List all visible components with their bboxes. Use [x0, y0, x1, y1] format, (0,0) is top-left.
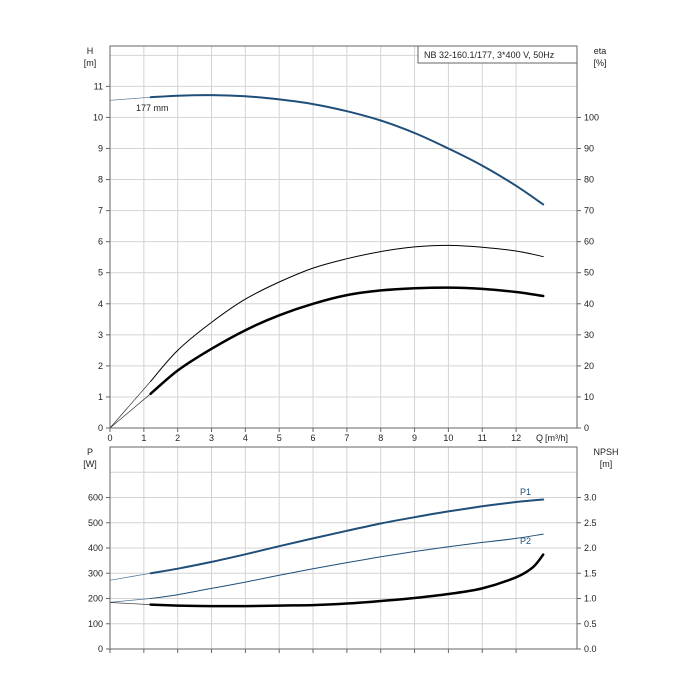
y-left-tick-label: 300 — [88, 568, 103, 578]
y-right-tick-label: 40 — [584, 299, 594, 309]
x-axis-label-q: Q — [536, 433, 543, 443]
y-left-tick-label: 1 — [98, 392, 103, 402]
top-panel-ticks: 0 1 2 3 4 5 6 7 8 9 10 11 12012345678910110102030405… — [93, 81, 599, 443]
y-left-tick-label: 11 — [94, 81, 103, 91]
y-right-tick-label: 90 — [584, 143, 594, 153]
x-tick-label: 3 — [209, 433, 214, 443]
x-tick-label: 1 — [141, 433, 146, 443]
series-head-line — [149, 94, 545, 206]
impeller-diameter-label: 177 mm — [136, 103, 169, 113]
series-head-extrapolation — [109, 96, 151, 101]
y-left-tick-label: 3 — [98, 330, 103, 340]
series-NPSH-extrapolation — [109, 602, 151, 605]
y-right-tick-label: 80 — [584, 175, 594, 185]
y-left-tick-label: 0 — [98, 644, 103, 654]
x-tick-label: 0 — [107, 433, 112, 443]
y-right-tick-label: 3.0 — [584, 493, 597, 503]
x-tick-label: 6 — [311, 433, 316, 443]
y-left-tick-label: 10 — [93, 112, 103, 122]
y-left-tick-label: 600 — [88, 493, 103, 503]
legend-text: NB 32-160.1/177, 3*400 V, 50Hz — [424, 50, 555, 60]
series-P2-extrapolation — [109, 598, 151, 603]
top-panel-grid — [110, 46, 577, 428]
top-panel-curves — [109, 94, 545, 429]
y-right-tick-label: 2.0 — [584, 543, 597, 553]
series-eta-total-extrapolation — [109, 393, 151, 429]
y-right-tick-label: 10 — [584, 392, 594, 402]
series-P2-line — [150, 533, 544, 599]
x-tick-label: 9 — [412, 433, 417, 443]
series-P1-line — [149, 498, 545, 575]
x-tick-label: 5 — [277, 433, 282, 443]
legend-box — [417, 45, 578, 64]
x-tick-label: 7 — [344, 433, 349, 443]
series-eta-unit-extrapolation — [109, 381, 151, 429]
y-right-unit-bottom: [m] — [600, 459, 613, 469]
x-tick-label: 10 — [443, 433, 453, 443]
y-right-label-bottom: NPSH — [593, 447, 618, 457]
y-right-unit-top: [%] — [593, 58, 606, 68]
x-tick-label: 4 — [243, 433, 248, 443]
y-right-tick-label: 0.0 — [584, 644, 597, 654]
y-left-unit-bottom: [W] — [83, 459, 97, 469]
y-right-label-top: eta — [594, 46, 607, 56]
bottom-panel-curves — [109, 498, 545, 608]
y-left-tick-label: 0 — [98, 423, 103, 433]
y-left-unit-top: [m] — [84, 58, 97, 68]
series-eta-total-line — [149, 286, 545, 396]
y-right-tick-label: 20 — [584, 361, 594, 371]
x-tick-label: 2 — [175, 433, 180, 443]
y-left-tick-label: 5 — [98, 268, 103, 278]
series-NPSH-line — [149, 553, 545, 608]
y-left-tick-label: 500 — [88, 518, 103, 528]
y-right-tick-label: 2.5 — [584, 518, 597, 528]
y-left-tick-label: 4 — [98, 299, 103, 309]
x-axis-label-unit: [m³/h] — [545, 433, 568, 443]
y-right-tick-label: 100 — [584, 112, 599, 122]
top-panel-frame — [109, 45, 578, 429]
y-right-tick-label: 70 — [584, 206, 594, 216]
y-left-label-top: H — [87, 46, 94, 56]
y-right-tick-label: 1.5 — [584, 568, 597, 578]
bottom-panel-grid — [110, 447, 577, 649]
bottom-panel-ticks: 0 100 200 300 400 500 600 0.0 0.5 1.0 1.5 2.0 2.5 3.0 — [88, 493, 597, 655]
y-right-tick-label: 0.5 — [584, 619, 597, 629]
y-right-tick-label: 50 — [584, 268, 594, 278]
y-left-tick-label: 7 — [98, 206, 103, 216]
x-tick-label: 12 — [511, 433, 521, 443]
y-left-tick-label: 6 — [98, 237, 103, 247]
y-left-tick-label: 100 — [88, 619, 103, 629]
y-right-tick-label: 1.0 — [584, 594, 597, 604]
y-left-tick-label: 2 — [98, 361, 103, 371]
y-left-tick-label: 200 — [88, 594, 103, 604]
y-left-tick-label: 9 — [98, 143, 103, 153]
x-tick-label: 8 — [378, 433, 383, 443]
x-tick-label: 11 — [478, 433, 487, 443]
series-label-p1: P1 — [520, 487, 531, 497]
y-right-tick-label: 0 — [584, 423, 589, 433]
y-right-tick-label: 60 — [584, 237, 594, 247]
y-left-tick-label: 8 — [98, 175, 103, 185]
y-right-tick-label: 30 — [584, 330, 594, 340]
series-P1-extrapolation — [109, 572, 151, 581]
y-left-label-bottom: P — [87, 447, 93, 457]
y-left-tick-label: 400 — [88, 543, 103, 553]
series-label-p2: P2 — [520, 536, 531, 546]
series-eta-unit-line — [150, 244, 544, 382]
